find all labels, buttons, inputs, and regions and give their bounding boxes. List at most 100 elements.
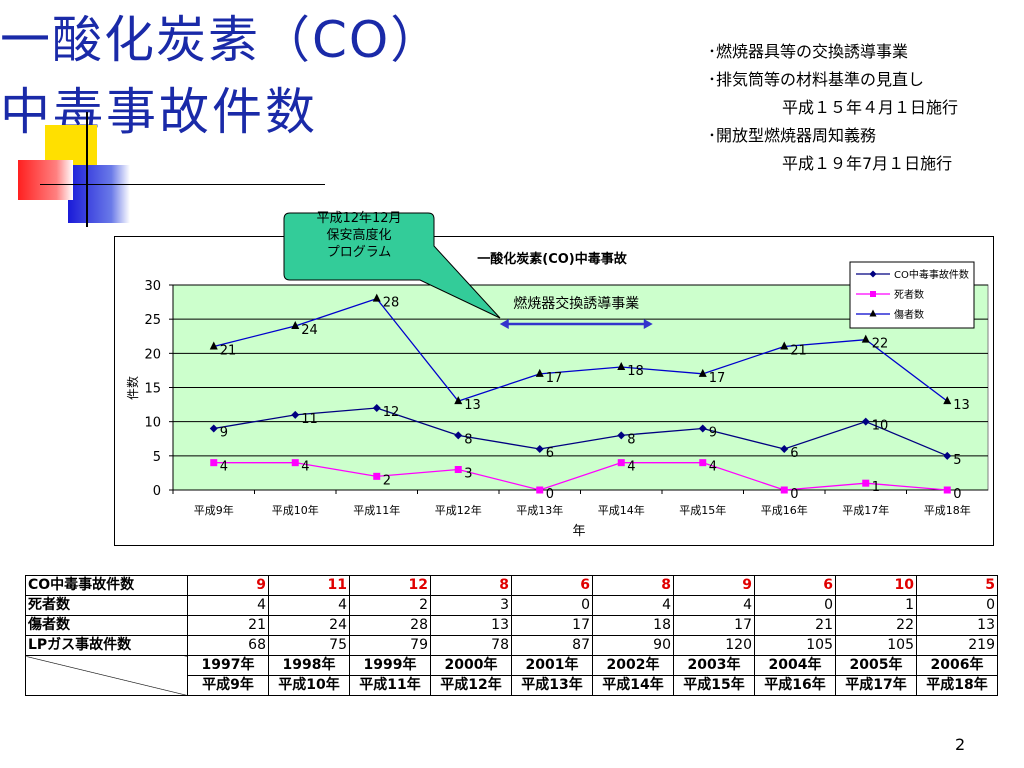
row-label: 死者数	[25, 595, 188, 616]
data-point	[780, 445, 789, 453]
x-tick-label: 平成13年	[516, 503, 563, 517]
y-tick-label: 30	[144, 279, 161, 294]
data-point	[372, 293, 381, 302]
note-item: 平成１９年7月１日施行	[782, 154, 953, 173]
table-row: 死者数 4 4 2 3 0 4 4 0 1 0	[25, 595, 998, 616]
data-point	[698, 368, 707, 377]
year-header: 平成12年	[430, 675, 512, 696]
table-cell: 9	[673, 575, 755, 596]
table-cell: 17	[511, 615, 593, 636]
data-label: 4	[627, 460, 635, 475]
decor-red-square	[18, 160, 73, 200]
note-item: ･開放型燃焼器周知義務	[708, 126, 877, 145]
year-header: 平成10年	[268, 675, 350, 696]
table-cell: 79	[349, 635, 431, 656]
legend-marker	[870, 291, 876, 297]
table-cell: 18	[592, 615, 674, 636]
table-cell: 4	[187, 595, 269, 616]
data-label: 2	[383, 473, 391, 488]
data-point	[862, 479, 870, 487]
data-point	[373, 472, 381, 480]
data-label: 0	[953, 487, 961, 502]
chart-title: 一酸化炭素(CO)中毒事故	[477, 251, 627, 267]
data-point	[454, 396, 463, 405]
arrow-head	[643, 319, 653, 329]
data-label: 6	[790, 446, 798, 461]
y-axis-label: 件数	[125, 376, 140, 400]
table-cell: 17	[673, 615, 755, 636]
table-cell: 105	[754, 635, 836, 656]
data-label: 17	[546, 371, 563, 386]
data-label: 3	[464, 467, 472, 482]
data-point	[699, 459, 707, 467]
data-point	[536, 486, 544, 494]
data-label: 12	[383, 405, 400, 420]
data-label: 11	[301, 412, 318, 427]
year-header: 平成14年	[592, 675, 674, 696]
table-cell: 1	[835, 595, 917, 616]
data-point	[780, 486, 788, 494]
data-label: 13	[953, 398, 970, 413]
x-tick-label: 平成18年	[924, 503, 971, 517]
x-tick-label: 平成16年	[761, 503, 808, 517]
page-number: 2	[955, 735, 966, 754]
y-tick-label: 0	[153, 484, 161, 499]
table-cell: 0	[511, 595, 593, 616]
table-cell: 120	[673, 635, 755, 656]
data-point	[209, 341, 218, 350]
data-point	[698, 424, 707, 433]
data-label: 24	[301, 323, 318, 338]
table-cell: 78	[430, 635, 512, 656]
row-label: CO中毒事故件数	[25, 575, 188, 596]
legend-label: 傷者数	[894, 308, 924, 321]
data-label: 5	[953, 453, 961, 468]
decor-horizontal-line	[40, 184, 325, 185]
data-point	[943, 396, 952, 405]
year-header: 平成13年	[511, 675, 593, 696]
table-cell: 0	[916, 595, 998, 616]
table-cell: 12	[349, 575, 431, 596]
data-point	[617, 431, 626, 440]
callout-line: プログラム	[326, 245, 392, 260]
table-row: 平成9年 平成10年 平成11年 平成12年 平成13年 平成14年 平成15年 平成16年平…	[26, 675, 998, 696]
callout-line: 保安高度化	[326, 228, 392, 243]
table-cell: 8	[592, 575, 674, 596]
data-point	[291, 410, 300, 419]
year-header: 平成16年	[754, 675, 836, 696]
table-cell: 68	[187, 635, 269, 656]
data-label: 4	[220, 460, 228, 475]
legend-marker	[869, 270, 877, 278]
table-cell: 13	[430, 615, 512, 636]
data-label: 8	[464, 432, 472, 447]
data-label: 9	[220, 426, 228, 441]
y-tick-label: 5	[153, 450, 161, 465]
data-point	[454, 431, 463, 440]
row-label: 傷者数	[25, 615, 188, 636]
slide-title: 一酸化炭素（CO）	[0, 11, 443, 69]
data-point	[210, 459, 218, 467]
diagonal-header-cell	[25, 655, 188, 696]
table-cell: 28	[349, 615, 431, 636]
data-point	[617, 459, 625, 467]
annotation-label: 燃焼器交換誘導事業	[513, 295, 639, 312]
data-point	[535, 445, 544, 453]
data-point	[291, 321, 300, 329]
data-label: 21	[220, 344, 237, 359]
data-label: 0	[546, 487, 554, 502]
legend-label: 死者数	[894, 288, 924, 301]
data-label: 6	[546, 446, 554, 461]
data-label: 4	[709, 460, 717, 475]
table-row: LPガス事故件数 68 75 79 78 87 90 120 105 105 219	[25, 635, 998, 656]
data-label: 22	[872, 337, 889, 352]
x-tick-label: 平成15年	[679, 503, 726, 517]
data-point	[861, 417, 870, 426]
decor-vertical-line	[86, 112, 88, 227]
data-label: 1	[872, 480, 880, 495]
table-cell: 75	[268, 635, 350, 656]
year-header: 1998年	[268, 655, 350, 676]
data-label: 17	[709, 371, 726, 386]
year-header: 2006年	[916, 655, 998, 676]
table-cell: 13	[916, 615, 998, 636]
table-cell: 3	[430, 595, 512, 616]
data-label: 10	[872, 419, 889, 434]
